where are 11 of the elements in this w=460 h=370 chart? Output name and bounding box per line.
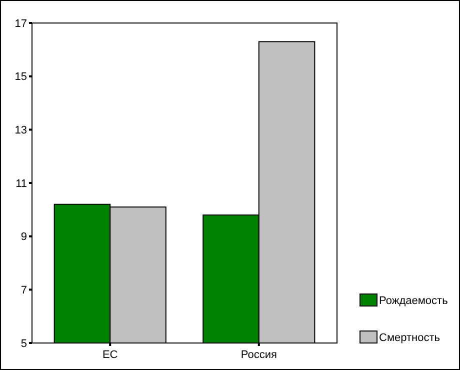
y-tick-label: 11	[16, 178, 27, 190]
y-tick-label: 5	[20, 338, 27, 350]
y-tick-label: 7	[20, 284, 27, 297]
y-tick-label: 9	[20, 231, 27, 244]
x-tick-label: ЕС	[102, 349, 118, 361]
legend-label: Рождаемость	[379, 294, 448, 307]
y-tick-label: 15	[14, 71, 27, 84]
y-tick-label: 17	[14, 18, 27, 30]
y-tick-label: 13	[14, 124, 27, 137]
legend-label: Смертность	[379, 332, 440, 344]
x-tick-label: Россия	[240, 349, 277, 361]
